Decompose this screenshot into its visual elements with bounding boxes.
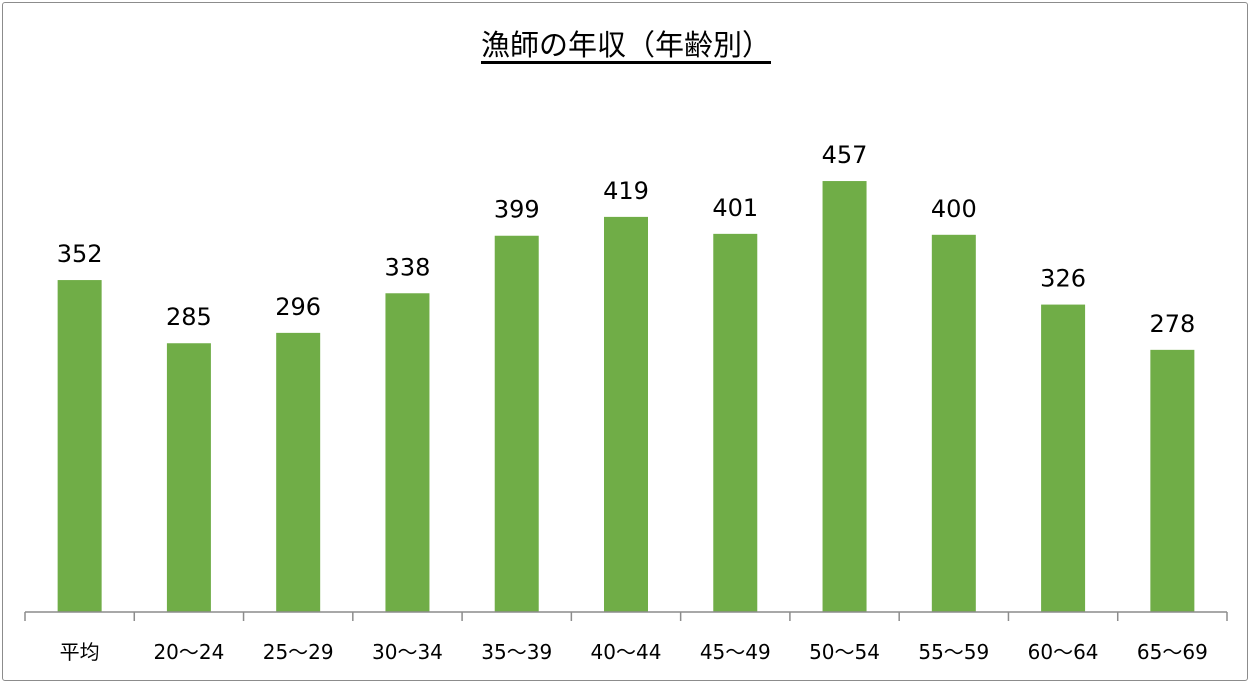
- x-tick-label: 平均: [60, 640, 100, 664]
- bar: [494, 235, 539, 613]
- bar: [1150, 349, 1195, 612]
- data-label: 296: [275, 293, 321, 321]
- x-tick-label: 20～24: [153, 640, 224, 664]
- x-tick-label: 60～64: [1028, 640, 1099, 664]
- x-tick-label: 45～49: [700, 640, 771, 664]
- data-label: 278: [1149, 310, 1195, 338]
- bar: [385, 293, 430, 612]
- data-label: 352: [57, 240, 103, 268]
- chart-title-text: 漁師の年収（年齢別）: [480, 28, 771, 62]
- x-tick-label: 55～59: [918, 640, 989, 664]
- x-tick-label: 35～39: [481, 640, 552, 664]
- bar: [713, 233, 758, 612]
- data-label: 457: [822, 141, 868, 169]
- bar: [57, 280, 102, 612]
- bar: [822, 181, 867, 612]
- bar: [931, 234, 976, 613]
- bar: [1041, 304, 1086, 612]
- x-tick-label: 25～29: [263, 640, 334, 664]
- bar: [604, 216, 648, 612]
- data-label: 419: [603, 177, 649, 205]
- data-label: 326: [1040, 265, 1086, 293]
- data-label: 401: [712, 194, 758, 222]
- x-tick-label: 65～69: [1137, 640, 1208, 664]
- x-tick-label: 50～54: [809, 640, 880, 664]
- chart-title: 漁師の年収（年齢別）: [0, 22, 1252, 64]
- bar: [276, 332, 321, 612]
- x-tick-label: 30～34: [372, 640, 443, 664]
- data-label: 400: [931, 195, 977, 223]
- x-tick-label: 40～44: [591, 640, 662, 664]
- data-label: 338: [385, 253, 431, 281]
- data-label: 399: [494, 196, 540, 224]
- bar: [166, 343, 211, 612]
- data-label: 285: [166, 303, 212, 331]
